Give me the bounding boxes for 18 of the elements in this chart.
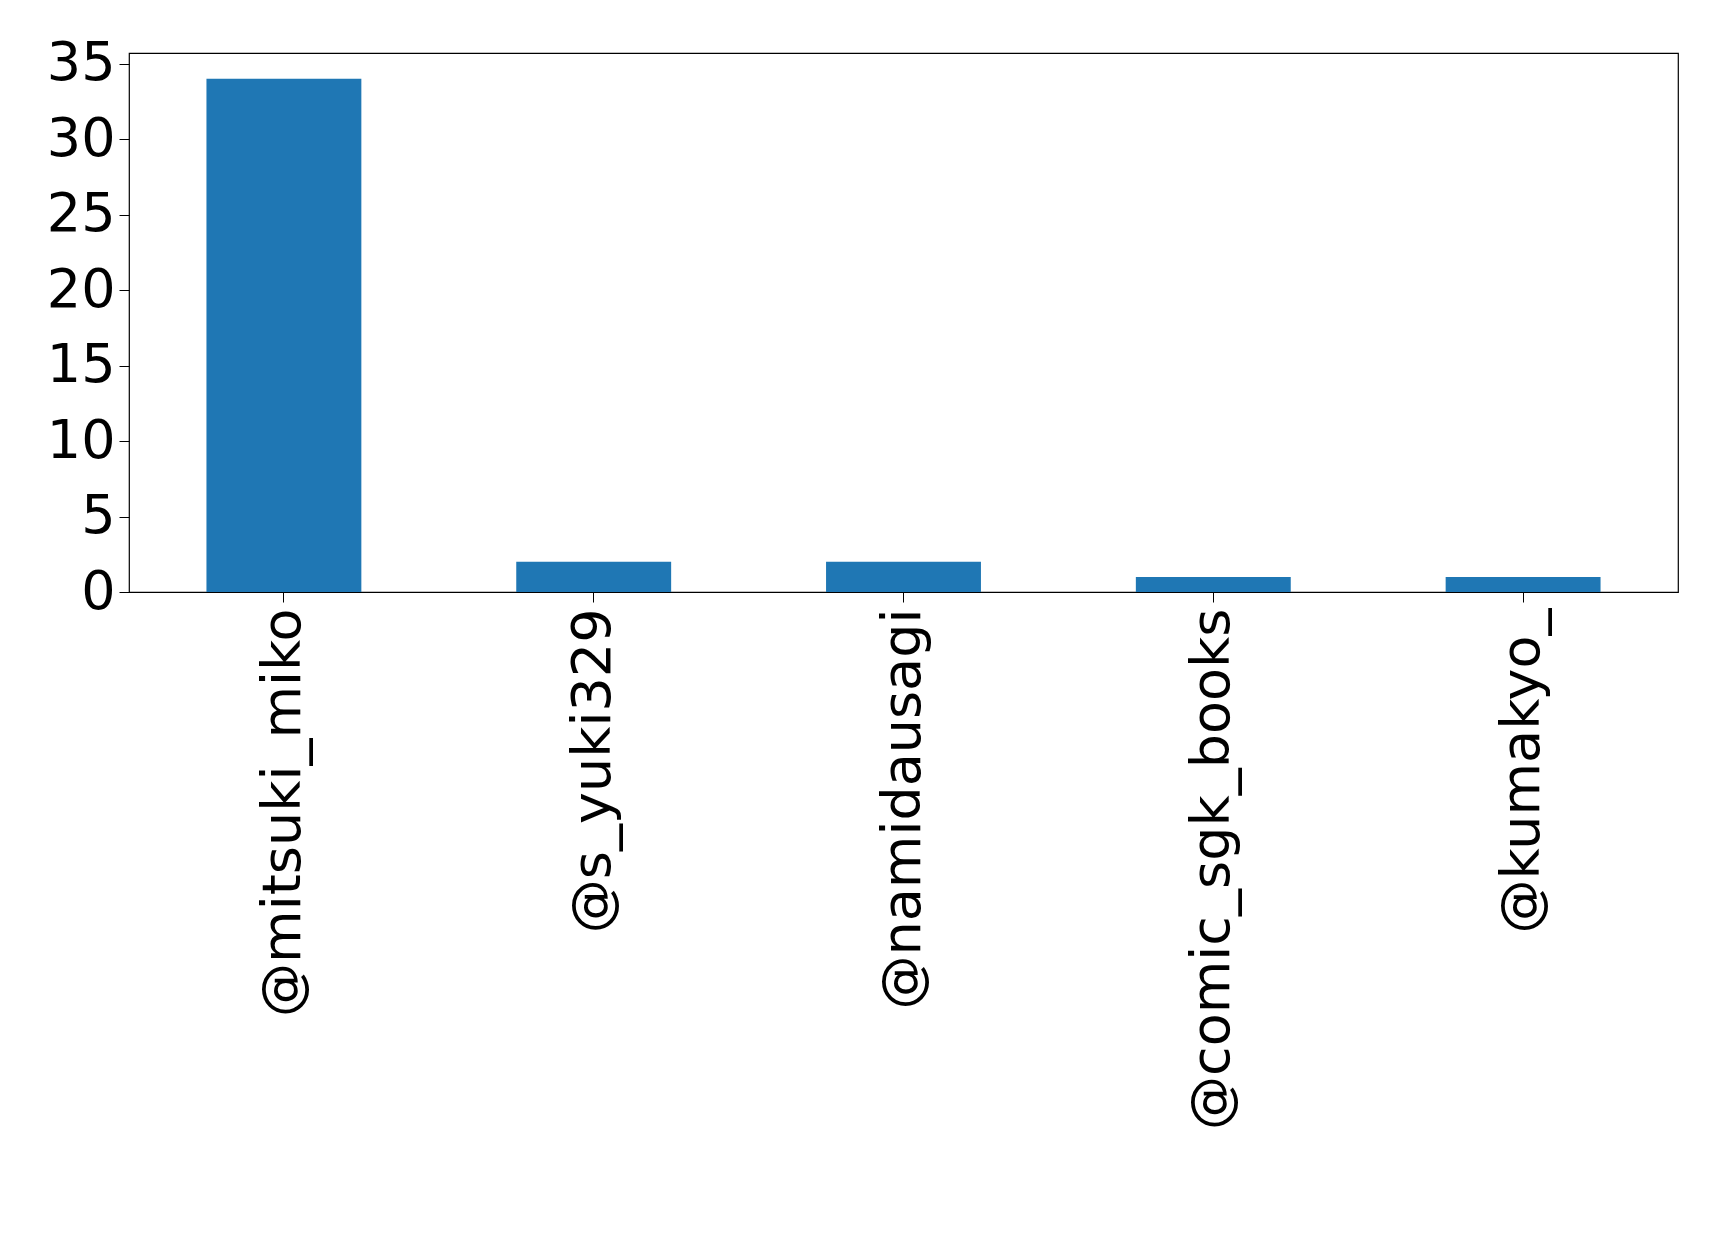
x-tick-label: @kumakyo_	[1489, 607, 1553, 934]
y-tick-label: 15	[46, 332, 116, 396]
x-tick-label: @namidausagi	[869, 608, 933, 1010]
y-tick-label: 20	[46, 256, 116, 320]
y-tick-label: 35	[46, 30, 116, 94]
bar	[1135, 576, 1291, 592]
y-tick-label: 25	[46, 181, 116, 245]
y-tick-label: 30	[46, 105, 116, 169]
y-tick-label: 0	[81, 558, 116, 622]
bar	[1445, 576, 1601, 592]
x-tick-label: @comic_sgk_books	[1179, 608, 1243, 1130]
y-tick-label: 10	[46, 407, 116, 471]
y-tick-label: 5	[81, 483, 116, 547]
bar	[516, 561, 672, 592]
x-tick-label: @s_yuki329	[559, 608, 623, 934]
bar	[826, 561, 981, 592]
x-tick-label: @mitsuki_miko	[249, 608, 313, 1017]
bar	[206, 78, 362, 592]
